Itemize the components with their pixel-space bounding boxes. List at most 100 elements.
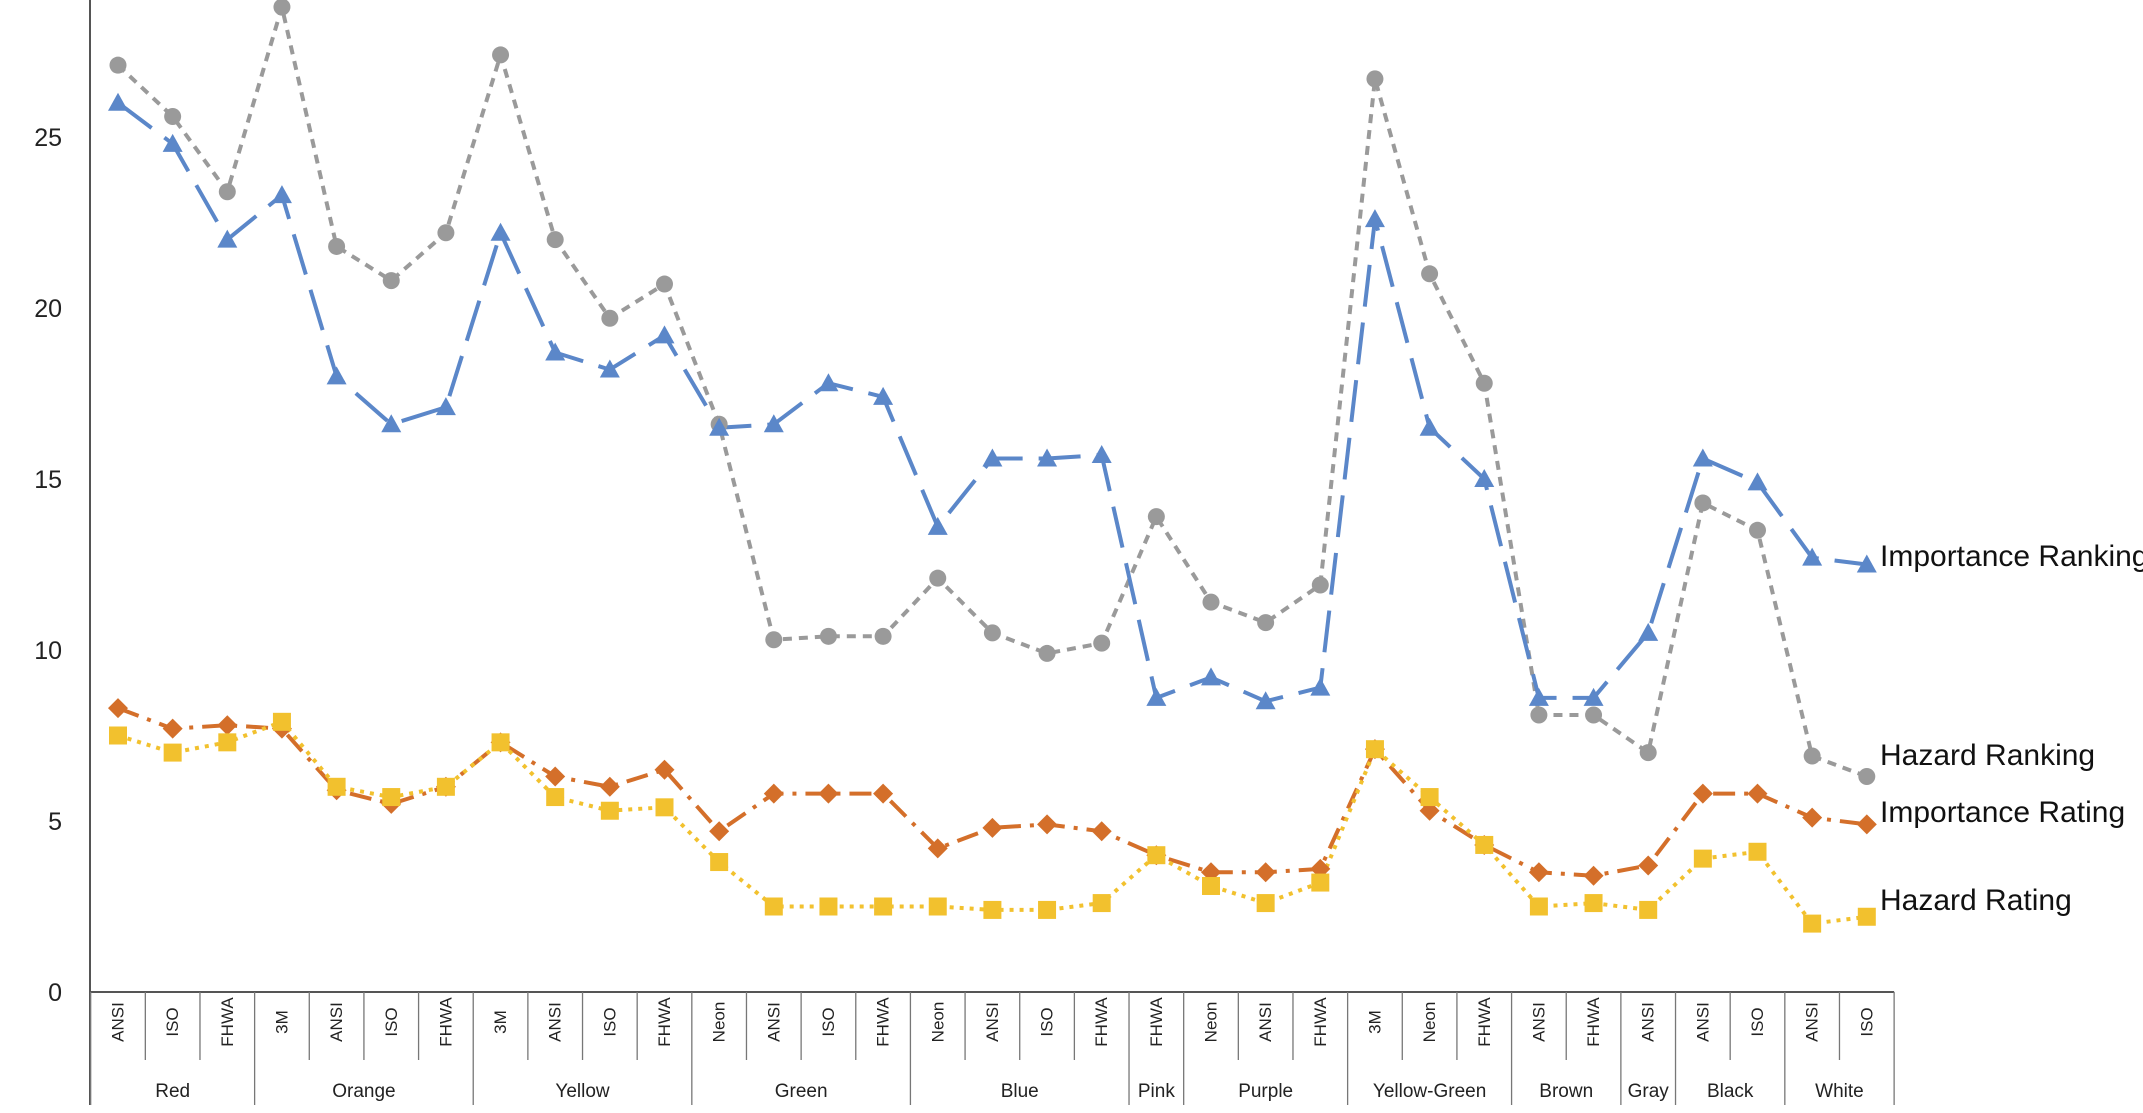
y-tick-label: 25 <box>34 124 62 152</box>
category-label: ANSI <box>1803 1002 1822 1042</box>
category-label: 3M <box>272 1010 291 1034</box>
data-point <box>1803 747 1821 765</box>
series-label: Hazard Rating <box>1880 884 2072 917</box>
data-point <box>545 342 566 361</box>
data-point <box>928 897 947 916</box>
data-point <box>1147 846 1166 865</box>
group-label: Yellow <box>555 1081 610 1102</box>
group-label: White <box>1815 1081 1864 1102</box>
category-label: Neon <box>1202 1002 1221 1043</box>
group-label: Green <box>775 1081 828 1102</box>
group-label: Purple <box>1238 1081 1293 1102</box>
data-point <box>982 817 1003 838</box>
category-label: ISO <box>600 1007 619 1036</box>
data-point <box>1364 209 1385 228</box>
data-point <box>929 569 947 587</box>
data-point <box>763 414 784 433</box>
data-point <box>162 718 183 739</box>
data-point <box>108 92 128 111</box>
data-point <box>492 46 510 64</box>
group-label: Orange <box>332 1081 395 1102</box>
data-point <box>1693 849 1712 868</box>
data-point <box>1694 494 1712 512</box>
data-point <box>1639 744 1657 762</box>
data-point <box>819 897 838 916</box>
data-point <box>1638 622 1659 641</box>
data-point <box>109 726 127 745</box>
data-point <box>1803 914 1822 933</box>
data-point <box>709 821 730 842</box>
data-point <box>710 853 729 872</box>
data-point <box>927 838 948 859</box>
data-point <box>656 275 673 293</box>
group-label: Brown <box>1539 1081 1593 1102</box>
data-point <box>982 448 1003 467</box>
data-point <box>1856 554 1877 573</box>
data-point <box>1856 814 1877 835</box>
data-point <box>545 766 566 787</box>
data-point <box>874 897 893 916</box>
data-point <box>1857 907 1876 926</box>
y-tick-label: 10 <box>34 637 62 665</box>
category-label: ISO <box>163 1007 182 1036</box>
axes <box>89 0 1895 1105</box>
data-point <box>1311 576 1329 594</box>
category-label: FHWA <box>1147 997 1166 1047</box>
data-point <box>1858 768 1876 786</box>
x-category-labels: ANSI ISO FHWA 3M ANSI ISO FHWA 3M ANSI ISO FHWA Neo… <box>109 997 1877 1047</box>
y-tick-labels: 0 5 10 15 20 25 <box>34 124 62 1007</box>
data-point <box>1749 521 1766 539</box>
series-line <box>117 706 1868 878</box>
data-point <box>1038 900 1057 919</box>
series-line <box>116 101 1868 704</box>
series-label: Importance Ranking <box>1880 540 2143 573</box>
data-point <box>1091 445 1112 464</box>
data-point <box>1147 508 1165 526</box>
data-point <box>435 397 456 416</box>
data-point <box>1256 894 1275 913</box>
category-label: FHWA <box>655 997 674 1047</box>
data-point <box>1584 894 1603 913</box>
x-group-labels: Red Orange Yellow Green Blue Pink Purple Yellow… <box>155 1081 1864 1102</box>
data-point <box>328 237 346 255</box>
data-point <box>818 783 839 804</box>
category-label: ISO <box>1748 1007 1767 1036</box>
series-line <box>116 5 1868 779</box>
data-point <box>1092 894 1111 913</box>
data-point <box>600 801 619 820</box>
category-label: ISO <box>382 1007 401 1036</box>
data-point <box>218 733 237 752</box>
data-point <box>1529 897 1548 916</box>
category-label: FHWA <box>1092 997 1111 1047</box>
category-label: 3M <box>1365 1010 1384 1034</box>
data-point <box>1583 687 1604 706</box>
data-point <box>1202 593 1220 611</box>
data-point <box>654 759 675 780</box>
data-point <box>874 627 892 645</box>
data-point <box>1692 783 1713 804</box>
category-label: ISO <box>819 1007 838 1036</box>
category-label: ANSI <box>327 1002 346 1042</box>
data-point <box>546 231 564 249</box>
data-point <box>1528 862 1549 883</box>
data-point <box>655 798 674 817</box>
data-point <box>217 715 238 736</box>
data-point <box>1093 634 1111 652</box>
series-label: Hazard Ranking <box>1880 739 2095 772</box>
series-markers <box>108 0 1877 933</box>
y-tick-label: 20 <box>34 295 62 323</box>
series-labels: Hazard Ranking Importance Ranking Importan… <box>1880 540 2143 917</box>
data-point <box>327 777 346 796</box>
data-point <box>1747 783 1768 804</box>
data-point <box>1421 265 1439 283</box>
data-point <box>272 712 291 731</box>
data-point <box>1420 788 1439 807</box>
data-point <box>763 783 784 804</box>
data-point <box>1802 547 1823 566</box>
data-point <box>546 788 565 807</box>
data-point <box>1583 865 1604 886</box>
category-label: Neon <box>928 1002 947 1043</box>
data-point <box>1639 900 1658 919</box>
data-point <box>437 224 455 242</box>
